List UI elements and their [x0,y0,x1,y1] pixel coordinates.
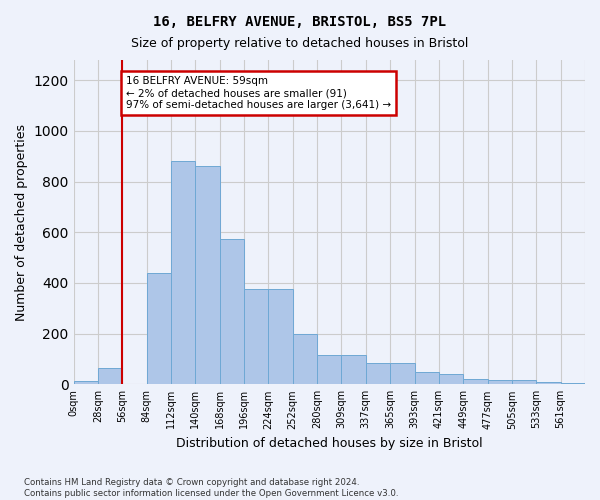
Bar [171,162,196,384]
Bar [415,372,439,384]
Bar [488,380,512,384]
Bar [536,382,560,384]
Bar [390,363,415,384]
Bar [463,378,488,384]
Bar [74,381,98,384]
Text: Contains HM Land Registry data © Crown copyright and database right 2024.
Contai: Contains HM Land Registry data © Crown c… [24,478,398,498]
Bar [244,290,268,384]
Text: 16 BELFRY AVENUE: 59sqm
← 2% of detached houses are smaller (91)
97% of semi-det: 16 BELFRY AVENUE: 59sqm ← 2% of detached… [126,76,391,110]
Text: 16, BELFRY AVENUE, BRISTOL, BS5 7PL: 16, BELFRY AVENUE, BRISTOL, BS5 7PL [154,15,446,29]
Bar [439,374,463,384]
Bar [146,273,171,384]
Bar [317,355,341,384]
Bar [196,166,220,384]
Bar [293,334,317,384]
Text: Size of property relative to detached houses in Bristol: Size of property relative to detached ho… [131,38,469,51]
Bar [98,368,122,384]
Y-axis label: Number of detached properties: Number of detached properties [15,124,28,320]
Bar [512,380,536,384]
Bar [341,355,366,384]
Bar [268,290,293,384]
Bar [560,383,585,384]
Bar [366,363,390,384]
Bar [220,238,244,384]
X-axis label: Distribution of detached houses by size in Bristol: Distribution of detached houses by size … [176,437,482,450]
